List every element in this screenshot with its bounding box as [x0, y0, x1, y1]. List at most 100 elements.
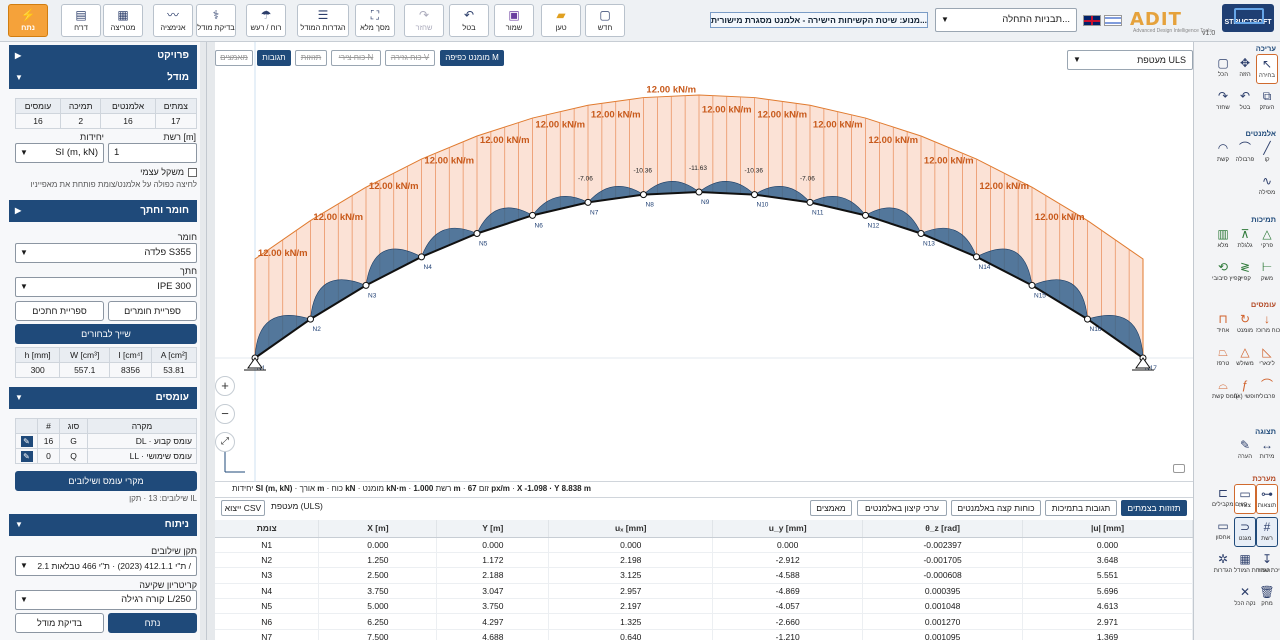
standard-select[interactable]: ▼ ת"י 412.1.1 (2023) · ת"י 466 טבלאות 2.1… — [15, 556, 197, 576]
tool-6[interactable]: ╱ קו — [1256, 139, 1278, 169]
check-model-button[interactable]: ⚕ בדיקת מודל — [196, 4, 236, 37]
tool-9[interactable]: ∿ מסילה — [1256, 172, 1278, 202]
zoom-in-button[interactable]: + — [215, 376, 235, 396]
pencil-icon[interactable]: ✎ — [20, 450, 33, 462]
tab-element-end-forces[interactable]: כוחות קצה באלמנטים — [951, 500, 1041, 516]
matrix-button[interactable]: ▦ מטריצה — [103, 4, 143, 37]
zoom-out-button[interactable]: − — [215, 404, 235, 424]
tool-12[interactable]: ▥ מלא — [1212, 225, 1234, 255]
table-row[interactable]: N4 3.750 3.047 2.957 -4.869 0.000395 5.696 — [215, 583, 1193, 600]
tool-31[interactable]: ⊃ מגנט — [1234, 517, 1256, 547]
table-row[interactable]: N6 6.250 4.297 1.325 -2.660 0.001270 2.971 — [215, 613, 1193, 630]
wind-snow-button[interactable]: ☂ רוח / רעש — [246, 4, 286, 37]
tool-8[interactable]: ◠ קשת — [1212, 139, 1234, 169]
tool-7[interactable]: ⌒ פרבולה — [1235, 141, 1255, 163]
tool-13[interactable]: ⊢ משק — [1256, 258, 1278, 288]
tool-27[interactable]: ⊶ תוצאות — [1256, 484, 1278, 514]
structure-diagram[interactable]: N1N2N3N4N5N6N7N8N9N10N11N12N13N14N15N16N… — [215, 42, 1193, 482]
table-row[interactable]: N5 5.000 3.750 2.197 -4.057 0.001048 4.613 — [215, 598, 1193, 615]
tool-2[interactable]: ▢ הכל — [1212, 54, 1234, 84]
redo-button[interactable]: ↷ שחזר — [404, 4, 444, 37]
tab-shear[interactable]: כוח גזירה V — [385, 50, 435, 66]
tool-28[interactable]: ▭ צורה — [1234, 484, 1256, 514]
combo-select[interactable]: ▼ מעטפת ULS — [1067, 50, 1193, 70]
hebrew-flag-icon[interactable] — [1104, 15, 1122, 26]
section-select[interactable]: ▼ IPE 300 — [15, 277, 197, 297]
tab-stresses[interactable]: מאמצים — [215, 50, 253, 66]
table-row[interactable]: N3 2.500 2.188 3.125 -4.588 -0.000608 5.551 — [215, 567, 1193, 584]
tool-16[interactable]: ↓ כוח מרוכז — [1256, 312, 1280, 334]
tool-37[interactable]: ✕ נקה הכל — [1234, 585, 1256, 607]
self-weight-checkbox[interactable] — [188, 168, 197, 177]
tool-33[interactable]: ↧משיכת שמור — [1256, 552, 1280, 574]
tool-23[interactable]: ƒ f(x) חופשי — [1234, 378, 1260, 400]
tab-reactions[interactable]: תגובות — [257, 50, 291, 66]
tool-10[interactable]: △ פרקי — [1256, 225, 1278, 255]
tool-32[interactable]: ▭ אחסון — [1212, 517, 1234, 547]
model-settings-button[interactable]: ☰ הגדרות המודל — [297, 4, 349, 37]
table-row[interactable]: ✎ 16 G DL · עומס קבוע — [15, 433, 197, 449]
tab-element-extremes[interactable]: ערכי קיצון באלמנטים — [857, 500, 947, 516]
new-button[interactable]: ▢ חדש — [585, 4, 625, 37]
check-model-panel-button[interactable]: בדיקת מודל — [15, 613, 104, 633]
tool-11[interactable]: ⊼ גלגלת — [1234, 225, 1256, 255]
left-scrollbar[interactable] — [200, 42, 206, 640]
report-button[interactable]: ▤ דו"ח — [61, 4, 101, 37]
deflection-select[interactable]: ▼ קורה רגילה L/250 — [15, 590, 197, 610]
analysis-section-header[interactable]: ▼ ניתוח — [9, 514, 197, 536]
materials-library-button[interactable]: ספריית חומרים — [108, 301, 197, 321]
model-canvas[interactable]: N1N2N3N4N5N6N7N8N9N10N11N12N13N14N15N16N… — [215, 42, 1193, 482]
english-flag-icon[interactable] — [1083, 15, 1101, 26]
tool-26[interactable]: ✎ הערה — [1234, 436, 1256, 466]
tool-20[interactable]: △ משולש — [1234, 343, 1256, 373]
sections-library-button[interactable]: ספריית חתכים — [15, 301, 104, 321]
tool-3[interactable]: ⧉ העתק — [1256, 87, 1278, 117]
project-section-header[interactable]: ▶ פרויקט — [9, 45, 197, 67]
table-row[interactable]: ✎ 0 Q LL · עומס שימושי — [15, 448, 197, 464]
assign-button[interactable]: שייך לבחורים — [15, 324, 197, 344]
templates-select[interactable]: ▼ תבניות התחלה... — [935, 8, 1077, 32]
tool-30[interactable]: # רשת — [1256, 517, 1278, 547]
tool-15[interactable]: ⟲ קפיץ סיבובי — [1212, 260, 1242, 282]
fit-button[interactable]: ⤢ — [215, 432, 235, 452]
pencil-icon[interactable]: ✎ — [20, 435, 33, 447]
minimap-toggle[interactable] — [1173, 464, 1185, 473]
load-cases-button[interactable]: מקרי עומס ושילובים — [15, 471, 197, 491]
tab-moment[interactable]: מומנט כפיפה M — [440, 50, 504, 66]
tool-34[interactable]: ▦ הגדרות המודל — [1234, 552, 1271, 574]
table-row[interactable]: N7 7.500 4.688 0.640 -1.210 0.001095 1.369 — [215, 629, 1193, 640]
tool-4[interactable]: ↶ בטל — [1234, 87, 1256, 117]
tool-22[interactable]: ⌒ פרבולי — [1256, 376, 1278, 406]
tool-36[interactable]: 🗑 מחק — [1256, 583, 1278, 613]
tool-18[interactable]: ⊓ אחיד — [1212, 310, 1234, 340]
material-select[interactable]: ▼ פלדה S355 — [15, 243, 197, 263]
tool-29[interactable]: ⊏ קווים מקבילים — [1212, 486, 1248, 508]
tool-5[interactable]: ↷ שחזר — [1212, 87, 1234, 117]
units-select[interactable]: ▼ SI (m, kN) — [15, 143, 104, 163]
engine-info[interactable]: מנוע: שיטת הקשיחות הישירה - אלמנט מסגרת … — [710, 12, 928, 28]
fullscreen-button[interactable]: ⛶ מסך מלא — [355, 4, 395, 37]
table-row[interactable]: N2 1.250 1.172 2.198 -2.912 -0.001705 3.648 — [215, 552, 1193, 569]
tool-25[interactable]: ↔ מידות — [1256, 436, 1278, 466]
tab-displacements[interactable]: תזוזות — [295, 50, 327, 66]
load-button[interactable]: ▰ טען — [541, 4, 581, 37]
grid-input[interactable]: 1 — [108, 143, 197, 163]
animation-button[interactable]: 〰 אנימציה — [153, 4, 193, 37]
tool-24[interactable]: ⌓ עומס קשת — [1212, 378, 1239, 400]
undo-button[interactable]: ↶ בטל — [449, 4, 489, 37]
tab-support-reactions[interactable]: תגובות בתמיכות — [1045, 500, 1117, 516]
tool-14[interactable]: ≷ קפיץ — [1234, 258, 1256, 288]
loads-section-header[interactable]: ▼ עומסים — [9, 387, 197, 409]
save-button[interactable]: ▣ שמור — [494, 4, 534, 37]
table-row[interactable]: N1 0.000 0.000 0.000 0.000 -0.002397 0.000 — [215, 537, 1193, 553]
model-section-header[interactable]: ▼ מודל — [9, 67, 197, 89]
tool-17[interactable]: ↻ מומנט — [1234, 310, 1256, 340]
tool-35[interactable]: ✲ הגדרות — [1213, 552, 1233, 574]
tool-0[interactable]: ↖ בחירה — [1256, 54, 1278, 84]
tab-stresses-results[interactable]: מאמצים — [810, 500, 852, 516]
export-csv-button[interactable]: ייצוא CSV — [221, 500, 265, 516]
solve-button[interactable]: ⚡ נתח — [8, 4, 48, 37]
main-scrollbar[interactable] — [207, 42, 215, 640]
solve-panel-button[interactable]: נתח — [108, 613, 197, 633]
material-section-header[interactable]: ▶ חומר וחתך — [9, 200, 197, 222]
